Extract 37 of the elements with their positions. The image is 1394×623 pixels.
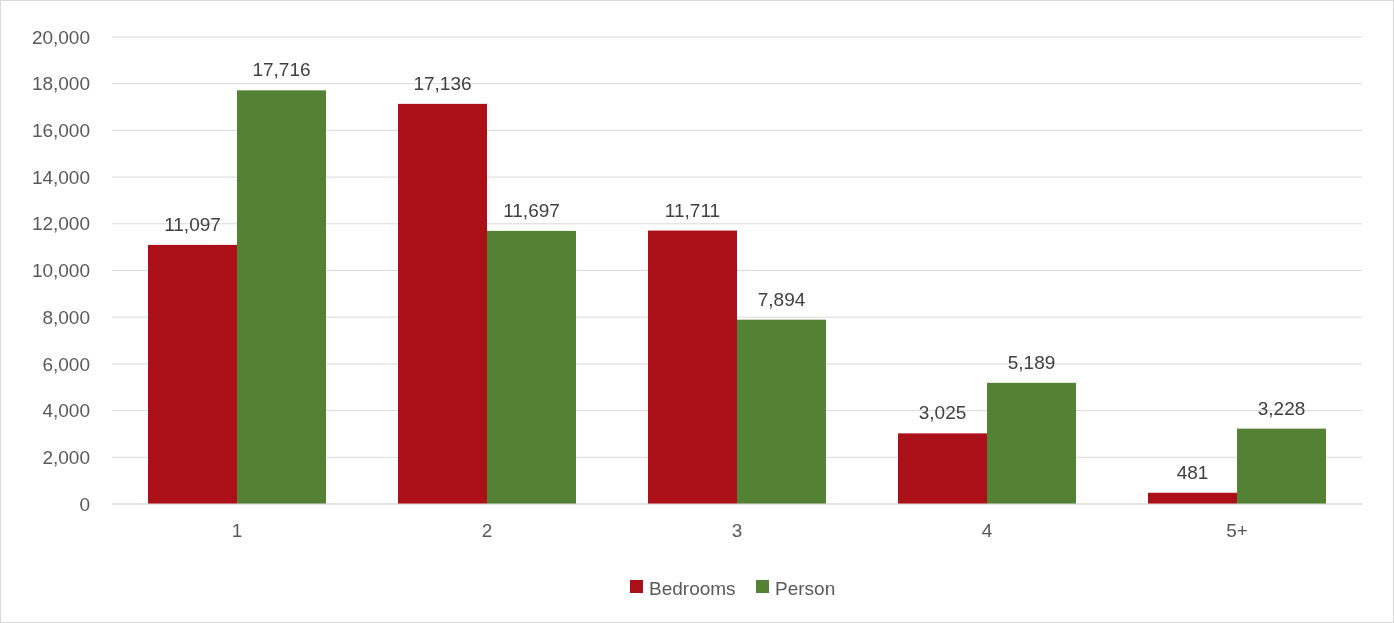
bar — [648, 230, 737, 504]
y-tick-label: 0 — [79, 493, 90, 515]
y-tick-label: 16,000 — [31, 120, 90, 142]
y-tick-label: 14,000 — [31, 166, 90, 188]
data-label: 5,189 — [1007, 351, 1056, 373]
y-tick-label: 8,000 — [42, 306, 90, 328]
data-label: 17,716 — [252, 59, 311, 81]
bar — [737, 319, 826, 504]
bar — [398, 103, 487, 504]
y-tick-label: 4,000 — [42, 400, 90, 422]
bar — [898, 433, 987, 504]
y-tick-label: 2,000 — [42, 446, 90, 468]
data-label: 17,136 — [413, 72, 472, 94]
legend-label: Bedrooms — [649, 577, 736, 599]
data-label: 11,711 — [664, 199, 721, 221]
bar — [1237, 428, 1326, 504]
x-tick-label: 2 — [481, 520, 493, 541]
data-label: 11,097 — [164, 213, 221, 235]
data-label: 3,228 — [1257, 397, 1306, 419]
bar — [487, 230, 576, 504]
x-tick-label: 5+ — [1226, 520, 1248, 541]
bar — [987, 382, 1076, 504]
x-tick-label: 3 — [731, 520, 743, 541]
legend-label: Person — [775, 577, 836, 599]
x-tick-label: 4 — [981, 520, 993, 541]
data-label: 481 — [1176, 461, 1209, 483]
data-label: 7,894 — [757, 288, 806, 310]
bar — [148, 244, 237, 504]
y-tick-label: 12,000 — [31, 213, 90, 235]
data-label: 11,697 — [503, 199, 560, 221]
y-tick-label: 20,000 — [31, 26, 90, 48]
data-label: 3,025 — [918, 402, 967, 424]
x-tick-label: 1 — [231, 520, 243, 541]
y-tick-label: 18,000 — [31, 73, 90, 95]
y-tick-label: 6,000 — [42, 353, 90, 375]
bar — [237, 90, 326, 504]
y-tick-label: 10,000 — [31, 260, 90, 282]
